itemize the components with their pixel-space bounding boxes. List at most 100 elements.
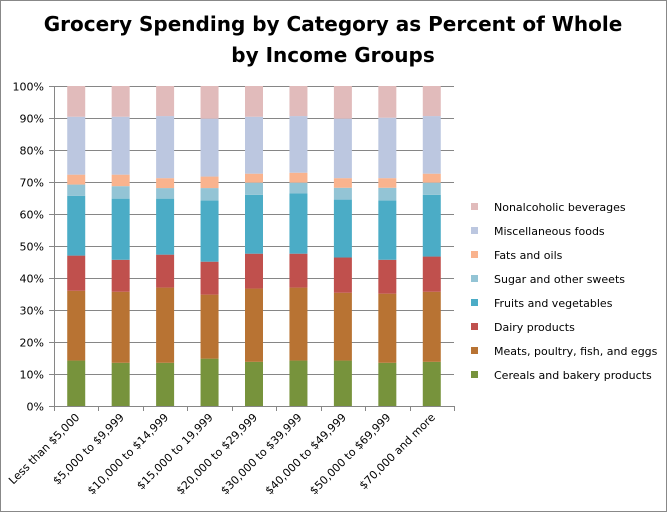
bar-segment-1 — [245, 361, 263, 406]
bar-segment-5 — [156, 188, 175, 199]
bar-segment-7 — [200, 118, 219, 177]
bar-segment-6 — [245, 173, 263, 183]
legend-swatch — [471, 203, 478, 210]
bar-segment-2 — [245, 288, 263, 362]
bar-segment-7 — [289, 116, 308, 173]
bar-segment-8 — [333, 86, 352, 119]
bar-segment-3 — [422, 256, 441, 292]
bar-segment-2 — [200, 294, 219, 359]
bar-segment-4 — [289, 193, 308, 254]
bar-segment-4 — [422, 194, 441, 257]
bar-segment-6 — [289, 172, 308, 183]
bar-segment-1 — [378, 362, 397, 406]
bar-segment-5 — [378, 187, 397, 201]
y-tick-label: 100% — [13, 81, 44, 94]
chart-title-line-2: by Income Groups — [231, 43, 434, 67]
bar-segment-5 — [289, 182, 308, 194]
bar-segment-4 — [200, 200, 219, 262]
bar-segment-2 — [111, 291, 130, 363]
bar-segment-7 — [111, 116, 130, 175]
legend-label: Meats, poultry, fish, and eggs — [494, 345, 658, 358]
bar-segment-3 — [67, 255, 86, 291]
y-tick-label: 50% — [20, 241, 44, 254]
bar-segment-1 — [200, 358, 219, 406]
bar-segment-2 — [378, 293, 397, 363]
bar-segment-8 — [67, 86, 86, 117]
bar-segment-4 — [111, 198, 130, 260]
bar-segment-2 — [289, 287, 308, 361]
legend-label: Miscellaneous foods — [494, 225, 605, 238]
bar-segment-4 — [156, 198, 175, 255]
bar-segment-4 — [378, 200, 397, 260]
bar-segment-5 — [422, 182, 441, 195]
legend-label: Nonalcoholic beverages — [494, 201, 626, 214]
y-tick-label: 60% — [20, 209, 44, 222]
y-tick-label: 30% — [20, 305, 44, 318]
bar-segment-8 — [156, 86, 175, 117]
bar-segment-6 — [111, 174, 130, 187]
bar-segment-5 — [333, 187, 352, 200]
bar-segment-7 — [156, 116, 175, 179]
y-tick-label: 10% — [20, 369, 44, 382]
legend-swatch — [471, 371, 478, 378]
legend-swatch — [471, 275, 478, 282]
chart-title-line-1: Grocery Spending by Category as Percent … — [44, 12, 623, 36]
legend-label: Fruits and vegetables — [494, 297, 613, 310]
legend-label: Dairy products — [494, 321, 575, 334]
bar-segment-6 — [333, 178, 352, 188]
bar-segment-3 — [156, 254, 175, 288]
legend-label: Fats and oils — [494, 249, 563, 262]
legend-swatch — [471, 251, 478, 258]
bar-segment-4 — [245, 194, 263, 254]
bar-segment-3 — [111, 259, 130, 292]
bar-segment-8 — [378, 86, 397, 118]
bar-segment-3 — [245, 253, 263, 289]
legend-swatch — [471, 227, 478, 234]
bar-segment-3 — [378, 259, 397, 294]
bar-segment-7 — [67, 116, 86, 175]
legend-swatch — [471, 299, 478, 306]
y-tick-label: 20% — [20, 337, 44, 350]
legend-swatch — [471, 347, 478, 354]
bar-segment-2 — [422, 291, 441, 362]
bar-segment-3 — [200, 261, 219, 295]
bar-segment-7 — [245, 116, 263, 174]
bar-segment-2 — [333, 292, 352, 361]
bar-segment-3 — [333, 257, 352, 293]
legend-label: Cereals and bakery products — [494, 369, 652, 382]
bar-segment-5 — [245, 182, 263, 195]
y-tick-label: 0% — [27, 401, 44, 414]
bar-segment-5 — [200, 188, 219, 201]
bar-segment-1 — [289, 360, 308, 406]
bar-segment-8 — [422, 86, 441, 117]
legend-label: Sugar and other sweets — [494, 273, 625, 286]
bar-segment-2 — [156, 287, 175, 363]
bar-segment-1 — [156, 362, 175, 406]
bar-segment-8 — [200, 86, 219, 119]
bar-segment-6 — [200, 176, 219, 189]
bar-segment-5 — [111, 186, 130, 199]
y-tick-label: 80% — [20, 145, 44, 158]
bar-segment-4 — [67, 195, 86, 256]
bar-segment-8 — [289, 86, 308, 117]
legend-swatch — [471, 323, 478, 330]
y-tick-label: 40% — [20, 273, 44, 286]
bar-segment-2 — [67, 290, 86, 361]
bar-segment-6 — [422, 173, 441, 183]
bar-segment-6 — [67, 174, 86, 185]
bar-segment-1 — [67, 360, 86, 406]
y-tick-label: 90% — [20, 113, 44, 126]
bar-segment-7 — [422, 116, 441, 174]
bar-segment-1 — [422, 361, 441, 406]
y-tick-label: 70% — [20, 177, 44, 190]
bar-segment-4 — [333, 199, 352, 258]
bar-segment-7 — [378, 117, 397, 179]
bar-segment-1 — [333, 360, 352, 406]
bar-segment-8 — [111, 86, 130, 117]
bar-segment-8 — [245, 86, 263, 117]
bar-segment-1 — [111, 362, 130, 406]
bar-segment-6 — [156, 178, 175, 189]
